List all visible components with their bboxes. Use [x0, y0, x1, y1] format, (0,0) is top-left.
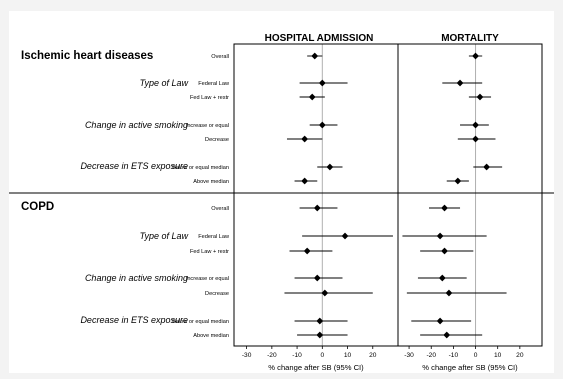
group-label: Change in active smoking — [85, 120, 188, 130]
row-label: Fed Law + restr — [190, 249, 229, 255]
row-label: Below or equal median — [172, 165, 229, 171]
forest-plot-figure: HOSPITAL ADMISSION MORTALITY Ischemic hear… — [9, 11, 554, 373]
x-tick-label: -20 — [426, 352, 436, 359]
forest-plot: HOSPITAL ADMISSION MORTALITY Ischemic hear… — [9, 33, 554, 372]
panel-frame — [397, 43, 543, 347]
row-label: Decrease — [205, 137, 229, 143]
panel-title: HOSPITAL ADMISSION — [265, 33, 374, 44]
point-estimate-marker — [443, 331, 451, 339]
row-label: Federal Law — [198, 81, 230, 87]
x-tick-label: -30 — [242, 352, 252, 359]
row-label: Overall — [211, 206, 229, 212]
row-label: Below or equal median — [172, 319, 229, 325]
x-tick-label: -20 — [267, 352, 277, 359]
group-label: Decrease in ETS exposure — [80, 161, 188, 171]
group-label: Type of Law — [140, 231, 189, 241]
point-estimate-marker — [308, 93, 316, 101]
point-estimate-marker — [318, 121, 326, 129]
x-tick-label: 10 — [344, 352, 352, 359]
point-estimate-marker — [441, 247, 448, 255]
x-tick-label: -10 — [449, 352, 459, 359]
row-label: Overall — [211, 54, 229, 60]
section-title: Ischemic heart diseases — [21, 50, 153, 62]
row-label: Increase or equal — [186, 276, 229, 282]
group-label: Decrease in ETS exposure — [80, 315, 188, 325]
point-estimate-marker — [316, 331, 324, 339]
x-tick-label: 0 — [474, 352, 478, 359]
row-label: Above median — [193, 333, 229, 339]
point-estimate-marker — [313, 204, 321, 212]
group-label: Change in active smoking — [85, 273, 188, 283]
x-tick-label: 20 — [369, 352, 377, 359]
point-estimate-marker — [438, 274, 446, 282]
point-estimate-marker — [472, 121, 479, 129]
group-label: Type of Law — [140, 78, 189, 88]
point-estimate-marker — [316, 317, 324, 325]
point-estimate-marker — [326, 163, 334, 171]
point-estimate-marker — [436, 232, 444, 240]
point-estimate-marker — [436, 317, 444, 325]
row-label: Increase or equal — [186, 123, 229, 129]
section-title: COPD — [21, 201, 54, 213]
row-label: Fed Law + restr — [190, 95, 229, 101]
point-estimate-marker — [301, 177, 309, 185]
row-label: Federal Law — [198, 234, 230, 240]
point-estimate-marker — [318, 79, 326, 87]
point-estimate-marker — [301, 135, 309, 143]
point-estimate-marker — [472, 135, 479, 143]
point-estimate-marker — [476, 93, 484, 101]
point-estimate-marker — [313, 274, 321, 282]
point-estimate-marker — [441, 204, 448, 212]
point-estimate-marker — [445, 289, 453, 297]
x-axis-label: % change after SB (95% CI) — [268, 363, 364, 372]
point-estimate-marker — [303, 247, 311, 255]
panel-title: MORTALITY — [441, 33, 499, 44]
panel-frame — [233, 43, 399, 347]
point-estimate-marker — [483, 163, 491, 171]
row-label: Above median — [193, 179, 229, 185]
point-estimate-marker — [321, 289, 329, 297]
x-tick-label: 20 — [516, 352, 524, 359]
point-estimate-marker — [456, 79, 464, 87]
x-tick-label: 10 — [494, 352, 502, 359]
point-estimate-marker — [311, 52, 319, 60]
x-tick-label: -30 — [404, 352, 414, 359]
point-estimate-marker — [454, 177, 462, 185]
x-axis-label: % change after SB (95% CI) — [422, 363, 518, 372]
row-label: Decrease — [205, 291, 229, 297]
point-estimate-marker — [341, 232, 349, 240]
x-tick-label: 0 — [320, 352, 324, 359]
point-estimate-marker — [472, 52, 479, 60]
x-tick-label: -10 — [292, 352, 302, 359]
